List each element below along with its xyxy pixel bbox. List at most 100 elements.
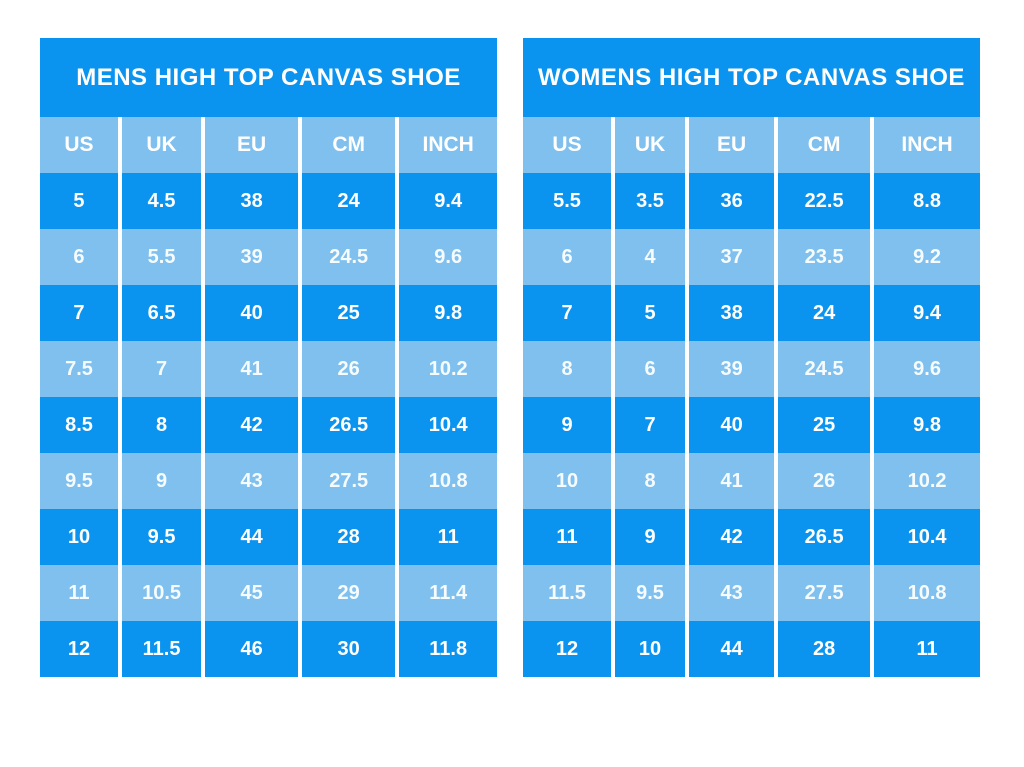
table-cell: 24 [774, 285, 873, 341]
table-cell: 11.8 [395, 621, 497, 677]
table-cell: 26.5 [774, 509, 873, 565]
table-cell: 8.5 [40, 397, 120, 453]
table-cell: 8.8 [870, 173, 980, 229]
table-cell: 9.4 [870, 285, 980, 341]
column-header-inch: INCH [395, 117, 497, 173]
table-row: 10 9.5 44 28 11 [40, 509, 497, 565]
table-cell: 3.5 [611, 173, 688, 229]
table-cell: 24 [298, 173, 398, 229]
column-header-row: US UK EU CM INCH [523, 117, 980, 173]
table-cell: 36 [685, 173, 777, 229]
table-cell: 39 [201, 229, 301, 285]
chart-title-womens: WOMENS HIGH TOP CANVAS SHOE [523, 38, 980, 117]
table-cell: 9.8 [870, 397, 980, 453]
table-cell: 10.5 [117, 565, 204, 621]
size-table-womens: US UK EU CM INCH 5.5 3.5 36 22.5 8.8 6 4 37 23.5 9.2 7… [523, 117, 980, 677]
table-cell: 8 [117, 397, 204, 453]
table-cell: 6 [611, 341, 688, 397]
table-cell: 38 [201, 173, 301, 229]
table-row: 8 6 39 24.5 9.6 [523, 341, 980, 397]
table-cell: 9.4 [395, 173, 497, 229]
table-row: 10 8 41 26 10.2 [523, 453, 980, 509]
column-header-cm: CM [298, 117, 398, 173]
table-cell: 26.5 [298, 397, 398, 453]
table-cell: 26 [774, 453, 873, 509]
column-header-uk: UK [611, 117, 688, 173]
table-cell: 23.5 [774, 229, 873, 285]
table-row: 8.5 8 42 26.5 10.4 [40, 397, 497, 453]
table-cell: 5.5 [117, 229, 204, 285]
table-cell: 8 [611, 453, 688, 509]
table-row: 11.5 9.5 43 27.5 10.8 [523, 565, 980, 621]
table-cell: 10.8 [395, 453, 497, 509]
table-cell: 9.5 [40, 453, 120, 509]
column-header-us: US [40, 117, 120, 173]
table-cell: 37 [685, 229, 777, 285]
table-cell: 10 [611, 621, 688, 677]
table-row: 12 11.5 46 30 11.8 [40, 621, 497, 677]
table-cell: 7 [611, 397, 688, 453]
table-row: 9 7 40 25 9.8 [523, 397, 980, 453]
table-cell: 7 [523, 285, 614, 341]
table-cell: 7 [117, 341, 204, 397]
table-row: 7 5 38 24 9.4 [523, 285, 980, 341]
column-header-inch: INCH [870, 117, 980, 173]
table-row: 7.5 7 41 26 10.2 [40, 341, 497, 397]
table-cell: 7 [40, 285, 120, 341]
table-cell: 22.5 [774, 173, 873, 229]
table-cell: 12 [523, 621, 614, 677]
table-row: 5.5 3.5 36 22.5 8.8 [523, 173, 980, 229]
table-cell: 10 [523, 453, 614, 509]
table-cell: 9.6 [870, 341, 980, 397]
table-cell: 9 [523, 397, 614, 453]
column-header-us: US [523, 117, 614, 173]
table-cell: 11.5 [117, 621, 204, 677]
table-cell: 27.5 [774, 565, 873, 621]
table-cell: 11.4 [395, 565, 497, 621]
table-cell: 10.2 [395, 341, 497, 397]
table-cell: 38 [685, 285, 777, 341]
table-cell: 42 [685, 509, 777, 565]
size-chart-womens: WOMENS HIGH TOP CANVAS SHOE US UK EU CM INCH… [523, 38, 980, 677]
table-cell: 29 [298, 565, 398, 621]
table-cell: 4 [611, 229, 688, 285]
table-cell: 24.5 [774, 341, 873, 397]
column-header-uk: UK [117, 117, 204, 173]
table-cell: 39 [685, 341, 777, 397]
table-cell: 41 [201, 341, 301, 397]
table-cell: 28 [298, 509, 398, 565]
table-cell: 5 [611, 285, 688, 341]
table-cell: 12 [40, 621, 120, 677]
table-cell: 43 [201, 453, 301, 509]
table-cell: 9.8 [395, 285, 497, 341]
table-cell: 9 [611, 509, 688, 565]
table-cell: 25 [298, 285, 398, 341]
table-cell: 6 [523, 229, 614, 285]
table-cell: 26 [298, 341, 398, 397]
table-row: 7 6.5 40 25 9.8 [40, 285, 497, 341]
table-cell: 11.5 [523, 565, 614, 621]
table-cell: 40 [685, 397, 777, 453]
table-cell: 28 [774, 621, 873, 677]
table-cell: 8 [523, 341, 614, 397]
table-row: 5 4.5 38 24 9.4 [40, 173, 497, 229]
table-cell: 44 [685, 621, 777, 677]
table-row: 11 10.5 45 29 11.4 [40, 565, 497, 621]
column-header-cm: CM [774, 117, 873, 173]
table-cell: 11 [523, 509, 614, 565]
table-cell: 7.5 [40, 341, 120, 397]
table-row: 6 5.5 39 24.5 9.6 [40, 229, 497, 285]
table-cell: 10.4 [395, 397, 497, 453]
column-header-eu: EU [201, 117, 301, 173]
table-cell: 6 [40, 229, 120, 285]
table-cell: 5.5 [523, 173, 614, 229]
table-cell: 6.5 [117, 285, 204, 341]
table-cell: 11 [40, 565, 120, 621]
chart-title-mens: MENS HIGH TOP CANVAS SHOE [40, 38, 497, 117]
table-row: 9.5 9 43 27.5 10.8 [40, 453, 497, 509]
table-cell: 4.5 [117, 173, 204, 229]
size-chart-mens: MENS HIGH TOP CANVAS SHOE US UK EU CM INCH 5… [40, 38, 497, 677]
table-cell: 25 [774, 397, 873, 453]
table-cell: 10.2 [870, 453, 980, 509]
